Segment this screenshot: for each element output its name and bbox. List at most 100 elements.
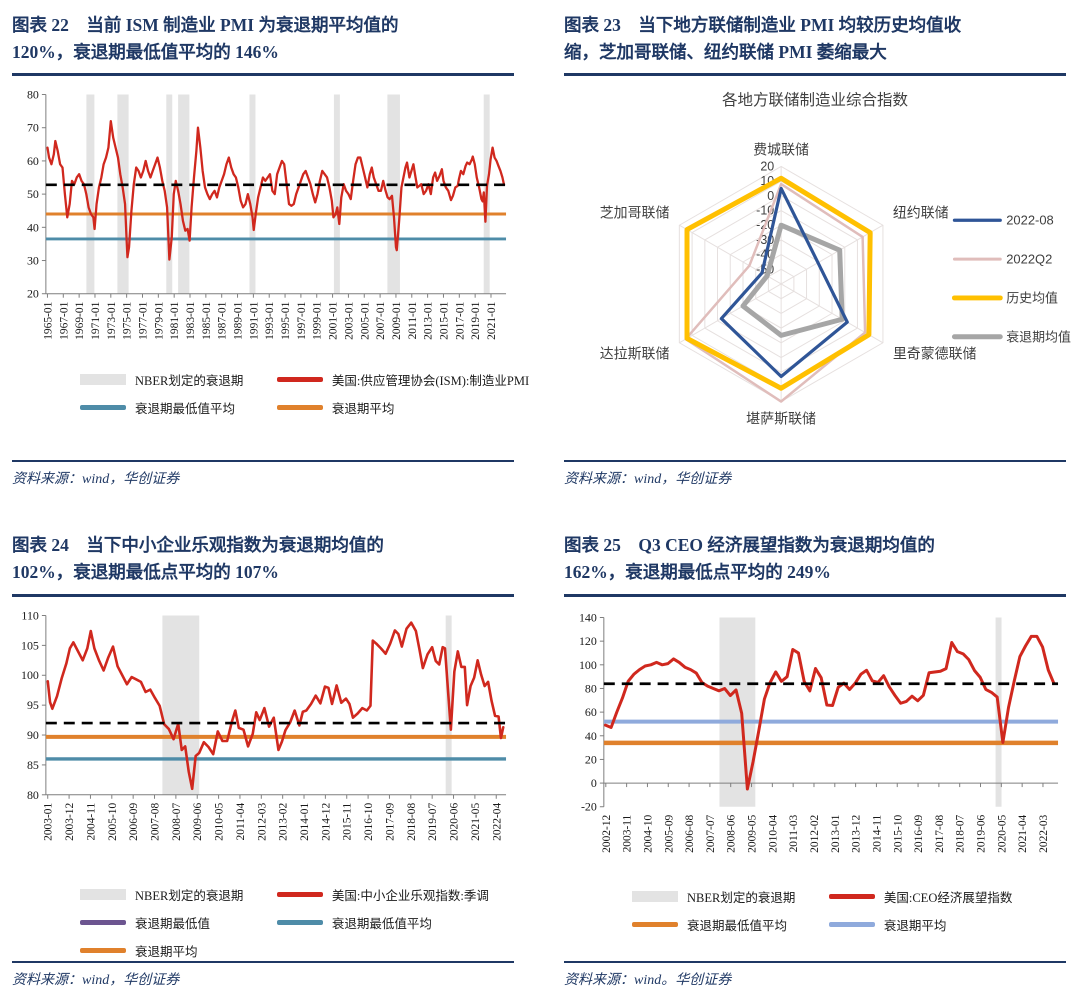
radar-axis-label: 芝加哥联储 [600, 205, 670, 221]
x-tick-label: 2014-12 [320, 802, 332, 840]
y-tick-label: 80 [585, 681, 597, 695]
chart-legend: NBER划定的衰退期 美国:CEO经济展望指数 衰退期最低值平均 衰退期平均 [564, 887, 1066, 934]
x-tick-label: 2008-06 [726, 814, 738, 852]
figure-22-source: 资料来源：wind，华创证券 [12, 472, 180, 488]
x-tick-label: 1989-01 [233, 302, 245, 340]
x-tick-label: 2019-06 [976, 814, 988, 852]
title-rule [564, 593, 1066, 597]
x-tick-label: 2010-05 [214, 802, 226, 840]
series-line-swatch [828, 893, 875, 899]
data-series-line [46, 620, 505, 790]
y-tick-label: 80 [27, 787, 39, 801]
legend-label: 历史均值 [1006, 291, 1058, 306]
figure-25: 图表 25 Q3 CEO 经济展望指数为衰退期均值的 162%，衰退期最低点平均… [564, 528, 1066, 988]
radar-axis-label: 里奇蒙德联储 [893, 346, 977, 362]
recession-band [166, 94, 173, 294]
radar-svg: 20100-10-20-30-40-50费城联储纽约联储里奇蒙德联储堪萨斯联储达… [600, 142, 1071, 427]
title-rule [12, 73, 514, 77]
series-line-swatch [828, 921, 875, 927]
legend-label: NBER划定的衰退期 [135, 888, 244, 903]
radar-series-历史均值 [684, 175, 873, 392]
legend-label: 衰退期最低值平均 [687, 918, 788, 933]
regional-fed-radar-chart: 各地方联储制造业综合指数 20 10 0 -10 -20 -30 -40 -50 费城联储 纽约联储… [564, 88, 1071, 460]
x-tick-label: 2002-12 [601, 814, 613, 852]
x-tick-label: 2011-04 [235, 802, 247, 840]
recession-band [86, 94, 95, 294]
series-line-swatch [276, 405, 323, 411]
x-tick-label: 2007-08 [150, 802, 162, 840]
x-tick-label: 1973-01 [106, 302, 118, 340]
y-tick-label: 85 [27, 757, 39, 771]
series-line-swatch [80, 947, 126, 953]
recession-band-swatch [632, 890, 678, 902]
title-line: 图表 22 当前 ISM 制造业 PMI 为衰退期平均值的 [12, 15, 399, 35]
x-tick-label: 2012-02 [809, 814, 821, 852]
x-tick-label: 2022-03 [1038, 814, 1050, 852]
chart25-svg: -20 0 20 40 60 80 100 120 140 2002-12 2003-11 2004-… [579, 610, 1059, 852]
figure-25-title: 图表 25 Q3 CEO 经济展望指数为衰退期均值的 162%，衰退期最低点平均… [564, 532, 1066, 586]
x-tick-label: 2005-01 [359, 302, 371, 340]
radar-chart-title: 各地方联储制造业综合指数 [721, 92, 908, 110]
legend-item: NBER划定的衰退期 [80, 885, 277, 904]
figure-24-source: 资料来源：wind，华创证券 [12, 972, 180, 988]
y-tick-label: 40 [585, 728, 597, 742]
title-line: 图表 25 Q3 CEO 经济展望指数为衰退期均值的 [564, 535, 935, 556]
source-rule [12, 960, 514, 963]
x-tick-label: 2017-01 [454, 302, 466, 340]
y-tick-label: 40 [27, 221, 39, 235]
title-line: 162%，衰退期最低点平均的 249% [564, 562, 831, 583]
series-line-swatch [276, 891, 323, 897]
figure-grid: 图表 22 当前 ISM 制造业 PMI 为衰退期平均值的 120%，衰退期最低… [12, 8, 1071, 989]
x-tick-label: 1971-01 [90, 302, 102, 340]
x-tick-label: 2014-01 [299, 802, 311, 840]
x-tick-label: 2017-09 [384, 802, 396, 840]
x-tick-label: 1975-01 [122, 302, 134, 340]
y-tick-label: 70 [27, 121, 39, 135]
legend-label: 美国:中小企业乐观指数:季调 [331, 888, 489, 903]
series-line-swatch [632, 921, 678, 927]
x-tick-label: 2003-11 [622, 814, 634, 852]
y-tick-label: 30 [27, 254, 39, 268]
legend-item: 美国:供应管理协会(ISM):制造业PMI [276, 370, 529, 389]
recession-band [249, 94, 256, 294]
x-tick-label: 2011-03 [788, 814, 800, 852]
recession-band-swatch [80, 888, 126, 900]
figure-22: 图表 22 当前 ISM 制造业 PMI 为衰退期平均值的 120%，衰退期最低… [12, 8, 529, 488]
source-rule [564, 960, 1066, 963]
x-tick-label: 2022-04 [491, 802, 503, 840]
y-tick-label: 105 [21, 638, 39, 652]
data-series-line [46, 120, 506, 261]
x-tick-label: 2009-05 [747, 814, 759, 852]
legend-label: 2022Q2 [1006, 252, 1052, 267]
x-tick-label: 1979-01 [153, 302, 165, 340]
legend-item: 美国:中小企业乐观指数:季调 [276, 885, 508, 904]
x-tick-label: 2005-10 [107, 802, 119, 840]
source-rule [564, 460, 1066, 463]
data-series-line [603, 634, 1056, 791]
x-tick-label: 2003-01 [43, 802, 55, 840]
legend-label: NBER划定的衰退期 [135, 374, 244, 389]
title-line: 图表 23 当下地方联储制造业 PMI 均较历史均值收 [564, 15, 962, 35]
title-rule [564, 73, 1066, 77]
x-tick-label: 2004-11 [85, 802, 97, 840]
recession-band [333, 94, 340, 294]
title-line: 缩，芝加哥联储、纽约联储 PMI 萎缩最大 [564, 42, 887, 63]
series-line-swatch [80, 919, 126, 925]
nfib-optimism-line-chart: 80 85 90 95 100 105 110 2003-01 2003-12 2004-11 20… [12, 609, 514, 961]
x-tick-label: 2007-01 [375, 302, 387, 340]
y-tick-label: 0 [591, 776, 597, 790]
radar-axis-label: 达拉斯联储 [600, 346, 670, 362]
x-tick-label: 2018-08 [406, 802, 418, 840]
ism-pmi-line-chart: 20 30 40 50 60 70 80 1965-01 1967-01 1969-01 1971-… [12, 88, 529, 460]
x-tick-label: 2001-01 [328, 302, 340, 340]
figure-23-source: 资料来源：wind，华创证券 [564, 472, 732, 488]
series-line-swatch [80, 405, 126, 411]
y-tick-label: 60 [585, 705, 597, 719]
figure-22-title: 图表 22 当前 ISM 制造业 PMI 为衰退期平均值的 120%，衰退期最低… [12, 12, 514, 66]
x-tick-label: 2009-01 [391, 302, 403, 340]
figure-24-title: 图表 24 当下中小企业乐观指数为衰退期均值的 102%，衰退期最低点平均的 1… [12, 532, 514, 586]
radar-tick-label: 0 [767, 189, 774, 203]
radar-spoke [679, 283, 782, 344]
legend-item: NBER划定的衰退期 [632, 887, 829, 906]
